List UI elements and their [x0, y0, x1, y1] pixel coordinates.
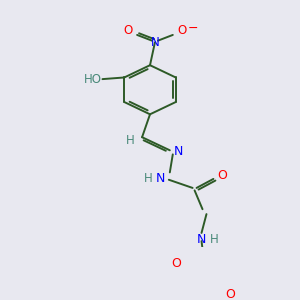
- Text: O: O: [171, 257, 181, 270]
- Text: −: −: [188, 22, 198, 35]
- Text: H: H: [210, 233, 219, 246]
- Text: O: O: [124, 24, 133, 37]
- Text: H: H: [126, 134, 135, 147]
- Text: O: O: [177, 24, 186, 37]
- Text: N: N: [156, 172, 166, 184]
- Text: O: O: [225, 288, 235, 300]
- Text: O: O: [218, 169, 227, 182]
- Text: H: H: [144, 172, 152, 184]
- Text: N: N: [174, 145, 183, 158]
- Text: HO: HO: [84, 73, 102, 85]
- Text: N: N: [151, 36, 159, 49]
- Text: N: N: [197, 233, 206, 246]
